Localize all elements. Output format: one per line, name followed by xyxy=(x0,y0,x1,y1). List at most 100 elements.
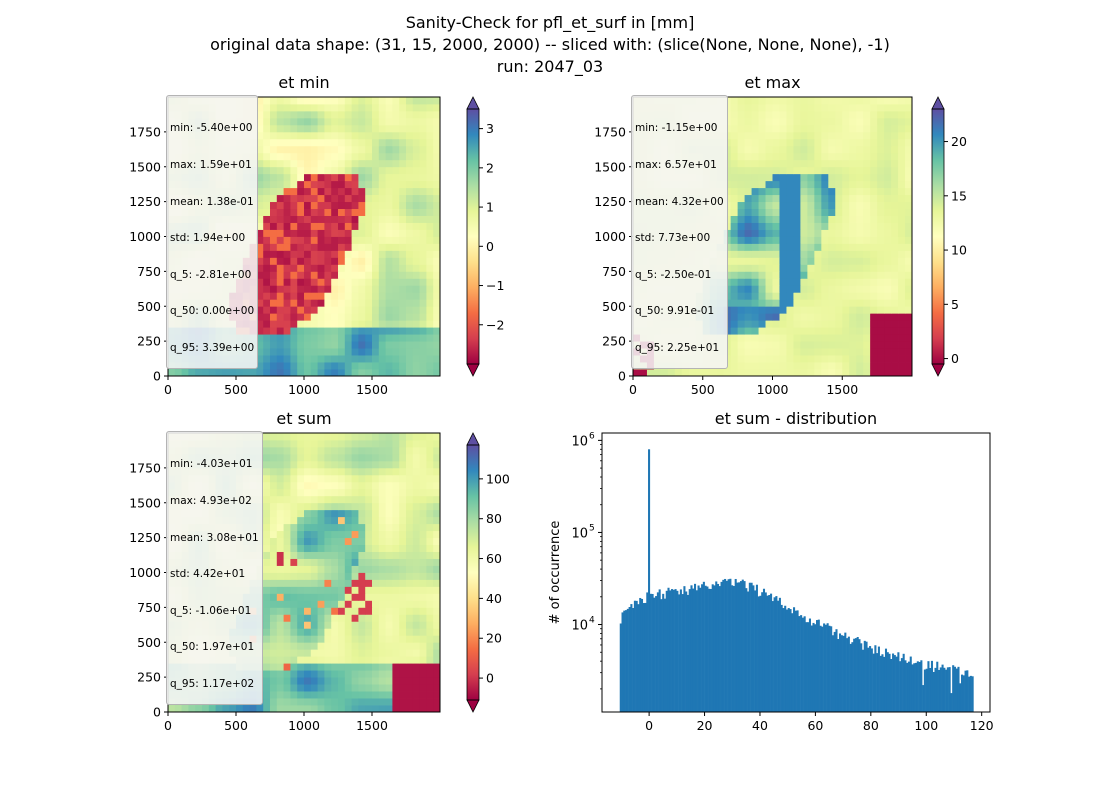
heatmap-cell xyxy=(807,320,815,328)
heatmap-cell xyxy=(877,313,885,321)
heatmap-cell xyxy=(344,628,352,636)
heatmap-cell xyxy=(842,250,850,258)
heatmap-cell xyxy=(814,194,822,203)
heatmap-cell xyxy=(842,257,850,265)
heatmap-cell xyxy=(304,495,312,504)
heatmap-cell xyxy=(338,145,346,154)
heatmap-cell xyxy=(317,439,325,448)
heatmap-cell xyxy=(358,495,366,504)
heatmap-cell xyxy=(283,474,291,483)
histogram-bar xyxy=(713,585,716,712)
heatmap-cell xyxy=(324,292,332,300)
heatmap-cell xyxy=(372,131,380,140)
heatmap-cell xyxy=(297,222,305,230)
y-tick-label: 1750 xyxy=(594,124,626,139)
heatmap-cell xyxy=(737,215,746,223)
heatmap-cell xyxy=(426,656,434,664)
histogram-bar xyxy=(674,589,677,712)
heatmap-cell xyxy=(392,684,400,692)
heatmap-cell xyxy=(891,313,899,321)
heatmap-cell xyxy=(835,320,843,328)
heatmap-cell xyxy=(310,271,318,279)
heatmap-cell xyxy=(317,313,325,321)
heatmap-cell xyxy=(849,299,857,307)
heatmap-cell xyxy=(385,509,393,518)
heatmap-cell xyxy=(870,243,878,251)
heatmap-cell xyxy=(338,166,346,175)
heatmap-cell xyxy=(270,138,278,147)
heatmap-cell xyxy=(793,362,801,370)
heatmap-cell xyxy=(863,257,871,265)
heatmap-cell xyxy=(891,229,899,237)
heatmap-cell xyxy=(884,327,892,335)
heatmap-cell xyxy=(891,145,899,154)
heatmap-cell xyxy=(270,222,278,230)
heatmap-cell xyxy=(270,166,278,175)
heatmap-cell xyxy=(317,530,325,539)
heatmap-cell xyxy=(737,250,746,258)
heatmap-cell xyxy=(338,306,346,314)
heatmap-cell xyxy=(290,537,298,546)
colorbar-tick-label: 0 xyxy=(486,671,494,686)
heatmap-cell xyxy=(863,250,871,258)
heatmap-cell xyxy=(351,110,359,119)
heatmap-cell xyxy=(412,222,420,230)
heatmap-cell xyxy=(426,600,434,608)
heatmap-cell xyxy=(283,187,291,196)
heatmap-cell xyxy=(310,656,318,664)
heatmap-cell xyxy=(344,250,352,258)
heatmap-cell xyxy=(406,369,414,377)
heatmap-cell xyxy=(814,124,822,133)
heatmap-cell xyxy=(758,152,766,161)
heatmap-cell xyxy=(821,313,829,321)
heatmap-cell xyxy=(304,523,312,532)
heatmap-cell xyxy=(324,474,332,483)
y-tick-label: 250 xyxy=(137,334,161,349)
heatmap-cell xyxy=(324,306,332,314)
heatmap-cell xyxy=(351,103,359,112)
heatmap-cell xyxy=(849,159,857,168)
heatmap-cell xyxy=(310,264,318,272)
heatmap-cell xyxy=(419,523,427,532)
heatmap-cell xyxy=(793,236,801,244)
heatmap-cell xyxy=(317,131,325,140)
heatmap-cell xyxy=(344,138,352,147)
heatmap-cell xyxy=(870,299,878,307)
heatmap-cell xyxy=(412,649,420,657)
heatmap-cell xyxy=(849,117,857,126)
heatmap-cell xyxy=(365,320,373,328)
heatmap-cell xyxy=(730,187,739,196)
heatmap-cell xyxy=(406,433,414,441)
colorbar-frame xyxy=(931,108,945,365)
heatmap-cell xyxy=(392,243,400,251)
heatmap-cell xyxy=(891,236,899,244)
heatmap-cell xyxy=(800,243,808,251)
heatmap-cell xyxy=(793,215,801,223)
heatmap-cell xyxy=(737,285,746,293)
heatmap-cell xyxy=(372,117,380,126)
heatmap-cell xyxy=(378,201,386,210)
heatmap-cell xyxy=(426,166,434,175)
heatmap-cell xyxy=(372,572,380,580)
heatmap-cell xyxy=(870,166,878,175)
heatmap-cell xyxy=(399,565,407,573)
heatmap-cell xyxy=(304,467,312,476)
heatmap-cell xyxy=(737,292,746,300)
heatmap-cell xyxy=(338,691,346,699)
heatmap-cell xyxy=(870,313,878,321)
heatmap-cell xyxy=(276,320,284,328)
heatmap-cell xyxy=(412,334,420,342)
heatmap-cell xyxy=(779,180,787,189)
heatmap-cell xyxy=(344,509,352,518)
heatmap-cell xyxy=(270,446,278,455)
heatmap-cell xyxy=(772,313,780,321)
heatmap-cell xyxy=(751,97,759,105)
heatmap-cell xyxy=(263,208,271,216)
heatmap-cell xyxy=(412,460,420,469)
heatmap-cell xyxy=(891,250,899,258)
heatmap-cell xyxy=(338,544,346,552)
heatmap-cell xyxy=(344,173,352,182)
heatmap-cell xyxy=(256,313,264,321)
heatmap-cell xyxy=(842,299,850,307)
heatmap-cell xyxy=(863,201,871,210)
